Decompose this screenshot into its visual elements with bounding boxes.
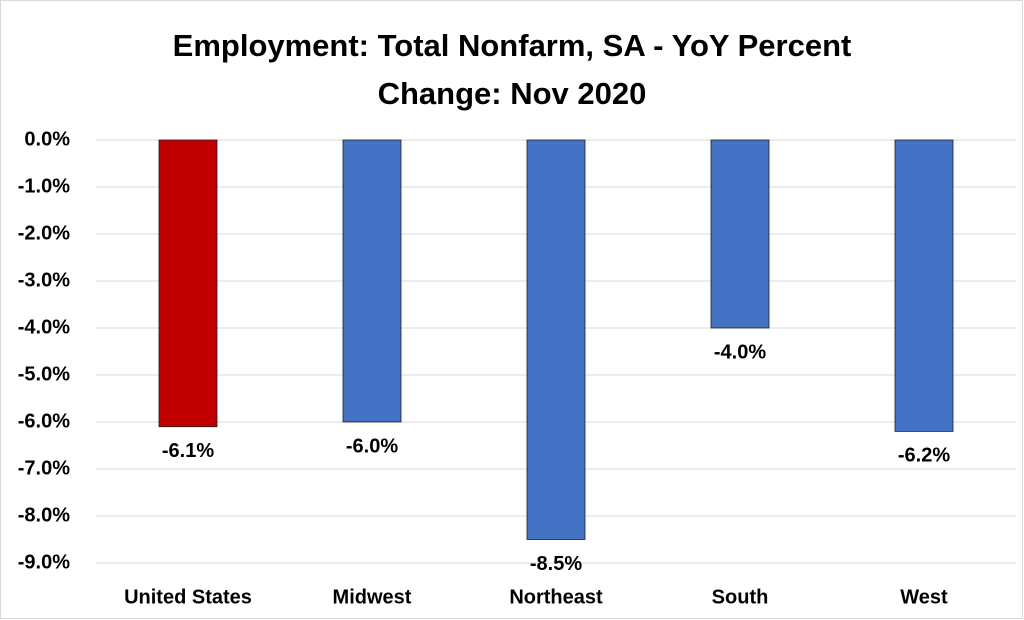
y-tick-label: -7.0% xyxy=(18,457,70,479)
y-tick-label: -3.0% xyxy=(18,269,70,291)
x-tick-label: West xyxy=(900,586,948,608)
data-label: -6.0% xyxy=(346,435,398,457)
y-tick-label: -1.0% xyxy=(18,175,70,197)
bar xyxy=(894,139,954,432)
y-tick-label: -4.0% xyxy=(18,316,70,338)
chart-title: Employment: Total Nonfarm, SA - YoY Perc… xyxy=(172,28,852,111)
bar xyxy=(158,139,218,428)
y-tick-label: 0.0% xyxy=(24,128,70,150)
x-tick-label: Northeast xyxy=(509,586,603,608)
y-tick-label: -6.0% xyxy=(18,410,70,432)
y-tick-label: -2.0% xyxy=(18,222,70,244)
x-tick-label: United States xyxy=(124,586,252,608)
y-tick-label: -9.0% xyxy=(18,551,70,573)
bar xyxy=(342,139,402,423)
bar xyxy=(526,139,586,540)
y-tick-label: -5.0% xyxy=(18,363,70,385)
data-label: -8.5% xyxy=(530,553,582,575)
data-label: -6.2% xyxy=(898,445,950,467)
x-tick-label: South xyxy=(712,586,769,608)
data-label: -4.0% xyxy=(714,341,766,363)
x-tick-label: Midwest xyxy=(333,586,412,608)
data-label: -6.1% xyxy=(162,440,214,462)
y-tick-label: -8.0% xyxy=(18,504,70,526)
bar xyxy=(710,139,770,329)
